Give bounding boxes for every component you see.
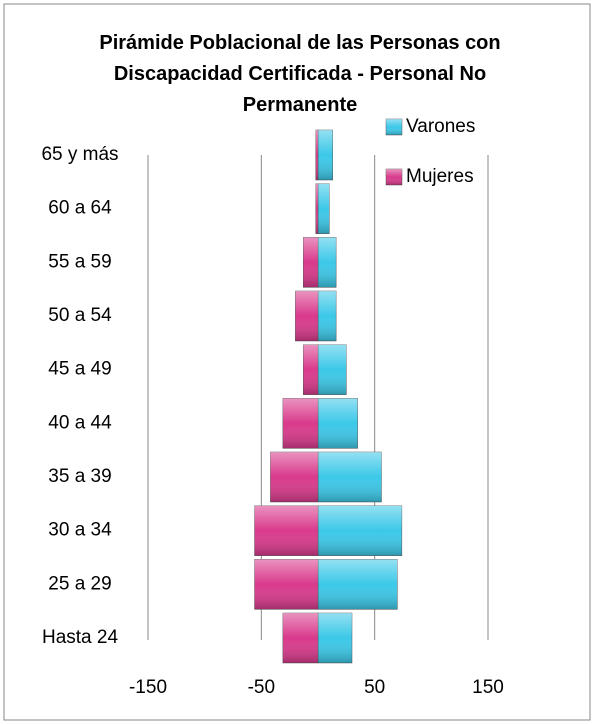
bar-gloss [318,130,333,180]
x-tick-label: 50 [364,677,385,698]
bar-gloss [254,505,318,556]
y-tick-label: 55 a 59 [48,251,111,272]
legend-label: Varones [406,116,475,137]
frame [3,3,591,721]
bar-gloss [282,398,318,449]
chart-title: Pirámide Poblacional de las Personas con… [99,32,501,116]
bar-gloss [318,344,347,395]
y-tick-label: 50 a 54 [48,305,112,326]
bar-gloss [318,183,330,234]
y-tick-label: 45 a 49 [48,359,111,380]
x-tick-label: 150 [472,677,504,698]
bar-gloss [282,613,318,663]
bar-gloss [318,613,352,663]
x-tick-label: -150 [129,677,167,698]
bar-gloss [270,452,318,502]
y-tick-label: 25 a 29 [48,573,111,594]
bar-gloss [254,559,318,610]
x-tick-label: -50 [248,677,275,698]
legend-label: Mujeres [406,166,474,187]
legend-swatch-gloss [386,119,402,135]
bar-gloss [318,237,337,288]
bar-gloss [303,344,318,395]
y-tick-label: 40 a 44 [48,412,112,433]
y-tick-label: 65 y más [41,144,118,165]
bar-gloss [315,183,318,234]
y-tick-label: 60 a 64 [48,198,112,219]
bar-gloss [318,505,402,556]
legend-swatch-gloss [386,169,402,185]
bar-gloss [318,559,398,610]
y-tick-label: Hasta 24 [42,627,118,648]
bar-gloss [318,452,382,502]
y-tick-label: 30 a 34 [48,520,112,541]
bar-gloss [318,291,337,341]
bar-gloss [303,237,318,288]
y-tick-label: 35 a 39 [48,466,111,487]
bar-gloss [315,130,318,180]
bar-gloss [295,291,318,341]
bar-gloss [318,398,358,449]
